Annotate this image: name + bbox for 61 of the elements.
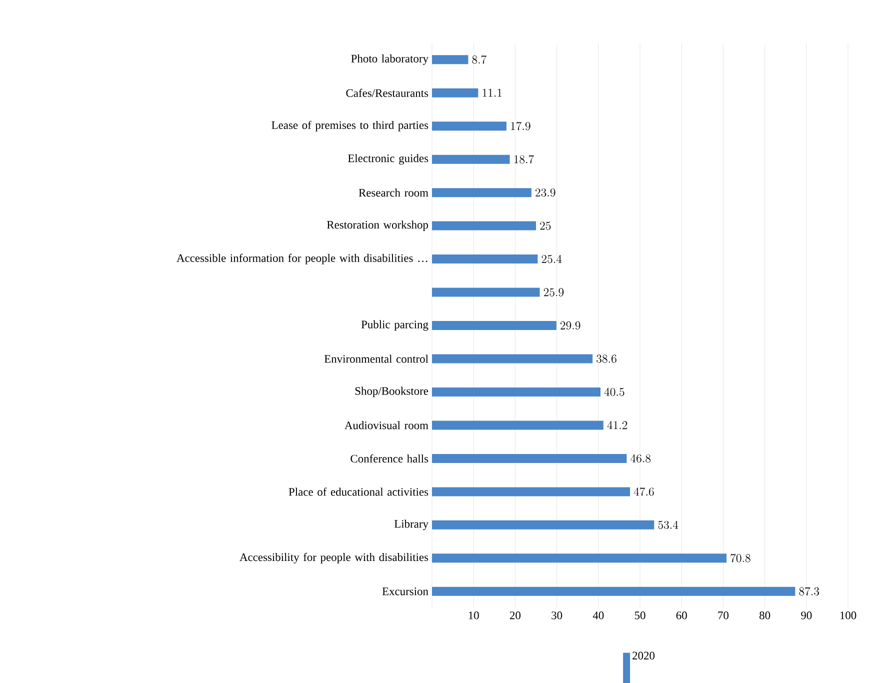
y-tick-label: Restoration workshop <box>326 220 428 231</box>
y-tick-label: Shop/Bookstore <box>355 386 428 398</box>
bar <box>432 554 727 563</box>
y-tick-label: Library <box>394 520 428 530</box>
bar <box>432 354 593 364</box>
bar <box>432 420 604 430</box>
y-tick-label: Research room <box>358 188 428 197</box>
bar <box>432 122 506 131</box>
x-tick-label: 80 <box>760 612 770 620</box>
data-label: 47.6 <box>634 487 654 496</box>
x-tick-label: 60 <box>676 612 687 620</box>
y-tick-label: Photo laboratory <box>351 54 428 65</box>
bar <box>432 221 536 230</box>
text: 2020 <box>632 652 655 660</box>
data-label: 25.9 <box>544 288 564 296</box>
data-label: 25.4 <box>542 254 562 264</box>
bar <box>432 387 600 396</box>
data-label: 8.7 <box>472 55 486 64</box>
data-label: 25 <box>540 222 551 230</box>
x-tick-label: 70 <box>718 612 728 620</box>
data-label: 46.8 <box>630 454 651 463</box>
bar <box>432 254 538 264</box>
y-tick-label: Conference halls <box>350 454 428 463</box>
data-label: 53.4 <box>658 520 678 530</box>
data-label: 18.7 <box>514 155 534 164</box>
x-tick-label: 10 <box>468 612 479 620</box>
bar <box>432 520 654 530</box>
bar <box>432 88 478 98</box>
y-tick-label: Excursion <box>382 588 428 596</box>
bar <box>432 288 540 297</box>
x-tick-label: 50 <box>634 612 646 620</box>
y-tick-label: Public parcing <box>361 320 428 331</box>
y-tick-label: Accessible information for people with disabilities … <box>176 254 428 264</box>
data-label: 38.6 <box>596 354 616 363</box>
data-label: 11 . 1 <box>482 88 502 97</box>
x-tick-label: 30 <box>552 612 562 620</box>
bar <box>432 188 532 198</box>
data-label: 23.9 <box>536 188 556 197</box>
data-label: 87.3 <box>799 587 820 596</box>
y-tick-label: Audiovisual room <box>344 421 428 430</box>
y-tick-label: Electronic guides <box>348 154 428 165</box>
bar <box>432 487 630 496</box>
y-tick-label: Environmental control <box>324 354 428 363</box>
x-tick-label: 40 <box>592 612 604 620</box>
y-tick-label: Cafes/Restaurants <box>346 88 428 97</box>
bar <box>432 154 510 164</box>
data-label: 70.8 <box>730 554 750 562</box>
bar <box>432 586 796 596</box>
data-label: 29.9 <box>560 321 580 330</box>
x-tick-label: 100 <box>840 612 856 620</box>
data-label: 40.5 <box>604 388 624 396</box>
y-tick-label: Place of educational activities <box>288 488 428 496</box>
y-tick-label: Accessibility for people with disabilities <box>240 552 428 564</box>
bar <box>432 321 556 330</box>
y-tick-label: Lease of premises to third parties <box>272 120 428 132</box>
x-tick-label: 20 <box>510 612 520 620</box>
bar <box>432 55 468 64</box>
data-label: 17.9 <box>511 122 530 130</box>
bar <box>432 454 627 463</box>
data-label: 41 .2 <box>607 421 628 430</box>
x-tick-label: 90 <box>801 612 812 620</box>
